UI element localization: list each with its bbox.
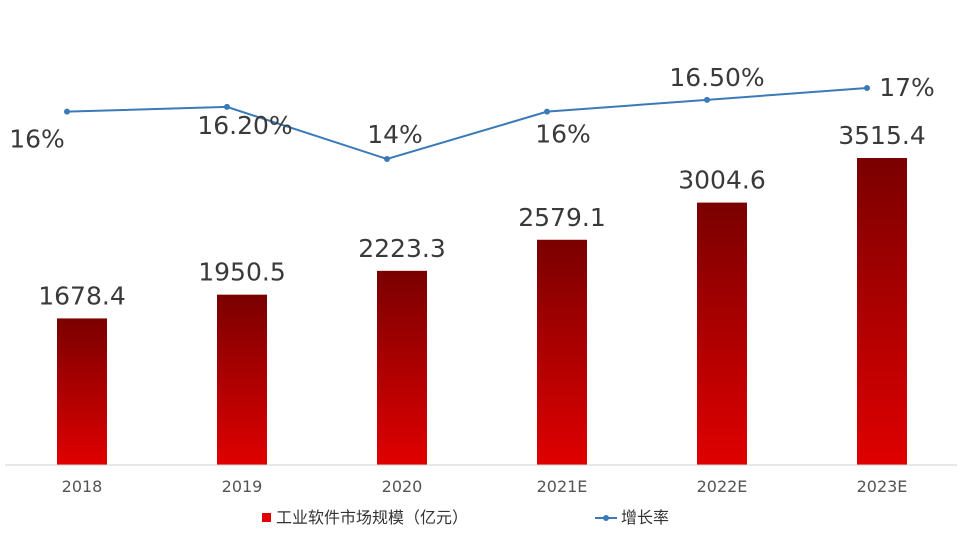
rate-line <box>66 87 868 161</box>
rate-point-2021E <box>544 108 550 115</box>
rate-label-2018: 16% <box>9 125 65 154</box>
x-tick-2021E: 2021E <box>537 477 588 496</box>
bar-2020 <box>377 270 427 465</box>
rate-point-2020 <box>384 156 390 162</box>
rate-point-2022E <box>704 96 710 103</box>
legend: 工业软件市场规模（亿元） 增长率 <box>262 508 669 527</box>
x-tick-2018: 2018 <box>62 477 103 496</box>
rate-label-2022E: 16.50% <box>669 63 764 92</box>
rate-point-2019 <box>224 103 230 110</box>
bar-label-2018: 1678.4 <box>38 281 125 310</box>
x-tick-2020: 2020 <box>382 477 423 496</box>
bar-2019 <box>217 294 267 465</box>
rate-label-2021E: 16% <box>535 120 591 149</box>
rate-point-2018 <box>64 108 70 115</box>
rate-point-2023E <box>864 85 870 91</box>
bar-label-2023E: 3515.4 <box>838 121 925 150</box>
legend-swatch-growth-dot <box>603 515 609 521</box>
x-tick-2019: 2019 <box>222 477 263 496</box>
bar-2022E <box>697 202 747 465</box>
bar-label-2020: 2223.3 <box>358 234 445 263</box>
line-series: 16% 16.20% 14% 16% 16.50% 17% <box>9 63 935 162</box>
rate-label-2020: 14% <box>367 120 423 149</box>
rate-label-2019: 16.20% <box>197 111 292 140</box>
bar-series: 1678.4 1950.5 2223.3 2579.1 3004.6 3515.4 <box>38 121 926 465</box>
bar-2018 <box>57 318 107 465</box>
x-axis-ticks: 2018 2019 2020 2021E 2022E 2023E <box>62 477 908 496</box>
legend-swatch-market-size <box>262 513 271 522</box>
bar-2021E <box>537 239 587 465</box>
bar-label-2022E: 3004.6 <box>678 166 765 195</box>
x-tick-2022E: 2022E <box>697 477 748 496</box>
x-tick-2023E: 2023E <box>857 477 908 496</box>
bar-label-2019: 1950.5 <box>198 258 285 287</box>
rate-label-2023E: 17% <box>879 73 935 102</box>
legend-label-growth: 增长率 <box>621 508 669 527</box>
legend-label-market-size: 工业软件市场规模（亿元） <box>276 508 468 527</box>
bar-2023E <box>857 158 907 465</box>
bar-label-2021E: 2579.1 <box>518 203 605 232</box>
